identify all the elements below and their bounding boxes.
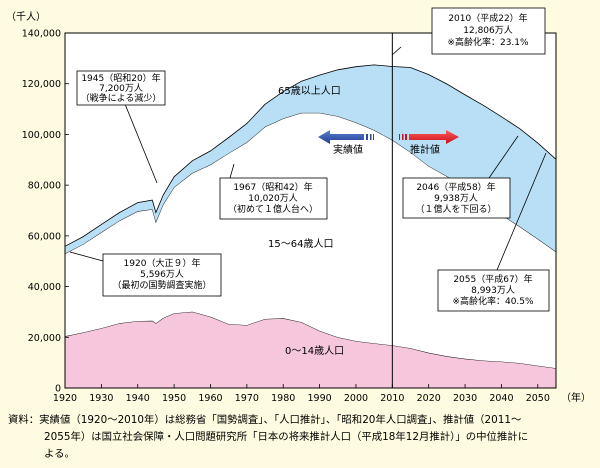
projection-label: 推計値 bbox=[410, 143, 440, 156]
x-tick-label: 2020 bbox=[417, 393, 441, 404]
callout-1920: 1920（大正９）年 5,596万人 （最初の国勢調査実施） bbox=[69, 251, 222, 297]
svg-text:1967（昭和42）年: 1967（昭和42）年 bbox=[233, 181, 312, 193]
boundary-line-0 bbox=[64, 311, 557, 369]
svg-text:10,020万人: 10,020万人 bbox=[248, 193, 298, 204]
svg-text:（最初の国勢調査実施）: （最初の国勢調査実施） bbox=[112, 279, 211, 291]
actual-value-label: 実績値 bbox=[333, 143, 363, 156]
x-tick-label: 2040 bbox=[489, 393, 513, 404]
callout-1967: 1967（昭和42）年 10,020万人 （初めて１億人台へ） bbox=[219, 163, 328, 220]
svg-text:1945（昭和20）年: 1945（昭和20）年 bbox=[81, 72, 160, 84]
y-tick-label: 100,000 bbox=[22, 130, 61, 141]
area-series-0 bbox=[65, 311, 556, 388]
svg-text:2046（平成58）年: 2046（平成58）年 bbox=[416, 181, 495, 193]
svg-text:9,938万人: 9,938万人 bbox=[434, 193, 478, 204]
area-series-2 bbox=[65, 64, 556, 254]
chart-ticks: 0 20,000 40,000 60,000 80,000 100,000 120,000 1… bbox=[22, 29, 550, 405]
chart-areas bbox=[64, 64, 557, 388]
x-tick-label: 2030 bbox=[453, 393, 477, 404]
x-tick-label: 1960 bbox=[198, 393, 222, 404]
svg-text:2055（平成67）年: 2055（平成67）年 bbox=[453, 273, 532, 285]
x-tick-label: 1970 bbox=[235, 393, 259, 404]
callout-1945: 1945（昭和20）年 7,200万人 （戦争による減少） bbox=[76, 70, 166, 184]
source-footnote: 資料：実績値（1920〜2010年）は総務省「国勢調査」、「人口推計」、「昭和2… bbox=[8, 412, 596, 463]
svg-text:2010（平成22）年: 2010（平成22）年 bbox=[448, 12, 527, 24]
y-tick-label: 0 bbox=[55, 384, 61, 395]
footnote-line-2: 2055年）は国立社会保障・人口問題研究所「日本の将来推計人口（平成18年12月… bbox=[44, 431, 529, 443]
x-tick-label: 1950 bbox=[162, 393, 186, 404]
x-tick-label: 1940 bbox=[126, 393, 150, 404]
y-unit-label: （千人） bbox=[6, 11, 46, 23]
projection-arrow bbox=[399, 130, 459, 144]
x-tick-label: 1980 bbox=[271, 393, 295, 404]
callout-2010: 2010（平成22）年 12,806万人 ※高齢化率：23.1% bbox=[391, 7, 546, 56]
footnote-line-3: よる。 bbox=[44, 448, 75, 460]
population-chart: 0 20,000 40,000 60,000 80,000 100,000 120,000 1… bbox=[6, 7, 591, 405]
x-tick-label: 2050 bbox=[526, 393, 550, 404]
svg-text:12,806万人: 12,806万人 bbox=[463, 25, 513, 36]
svg-text:7,200万人: 7,200万人 bbox=[99, 83, 143, 94]
svg-text:（初めて１億人台へ）: （初めて１億人台へ） bbox=[228, 203, 318, 215]
x-tick-label: 1990 bbox=[307, 393, 331, 404]
x-tick-label: 1920 bbox=[53, 393, 77, 404]
actual-value-arrow bbox=[318, 130, 374, 144]
region-label-15to64: 15〜64歳人口 bbox=[268, 238, 333, 250]
svg-text:5,596万人: 5,596万人 bbox=[140, 269, 184, 280]
y-tick-label: 140,000 bbox=[22, 29, 61, 40]
y-tick-label: 60,000 bbox=[28, 231, 61, 242]
boundary-line-2 bbox=[64, 64, 557, 247]
callout-2055: 2055（平成67）年 8,993万人 ※高齢化率：40.5% bbox=[437, 152, 550, 312]
y-tick-label: 20,000 bbox=[28, 333, 61, 344]
svg-text:（戦争による減少）: （戦争による減少） bbox=[81, 92, 162, 104]
chart-axes bbox=[64, 32, 557, 389]
region-label-0to14: 0〜14歳人口 bbox=[285, 345, 344, 357]
y-tick-label: 80,000 bbox=[28, 181, 61, 192]
x-tick-label: 2000 bbox=[344, 393, 368, 404]
svg-text:（１億人を下回る）: （１億人を下回る） bbox=[415, 203, 496, 215]
footnote-line-1: 資料：実績値（1920〜2010年）は総務省「国勢調査」、「人口推計」、「昭和2… bbox=[8, 414, 522, 426]
svg-text:8,993万人: 8,993万人 bbox=[471, 285, 515, 296]
x-tick-label: 1930 bbox=[89, 393, 113, 404]
y-tick-label: 40,000 bbox=[28, 282, 61, 293]
x-tick-label: 2010 bbox=[380, 393, 404, 404]
plot-frame bbox=[64, 32, 557, 389]
region-label-65plus: 65歳以上人口 bbox=[278, 85, 341, 97]
svg-text:※高齢化率：40.5%: ※高齢化率：40.5% bbox=[452, 295, 534, 307]
callout-2046: 2046（平成58）年 9,938万人 （１億人を下回る） bbox=[402, 135, 519, 219]
svg-text:1920（大正９）年: 1920（大正９）年 bbox=[124, 257, 201, 269]
y-tick-label: 120,000 bbox=[22, 79, 61, 90]
svg-text:※高齢化率：23.1%: ※高齢化率：23.1% bbox=[447, 36, 529, 48]
x-unit-label: （年） bbox=[561, 391, 591, 404]
